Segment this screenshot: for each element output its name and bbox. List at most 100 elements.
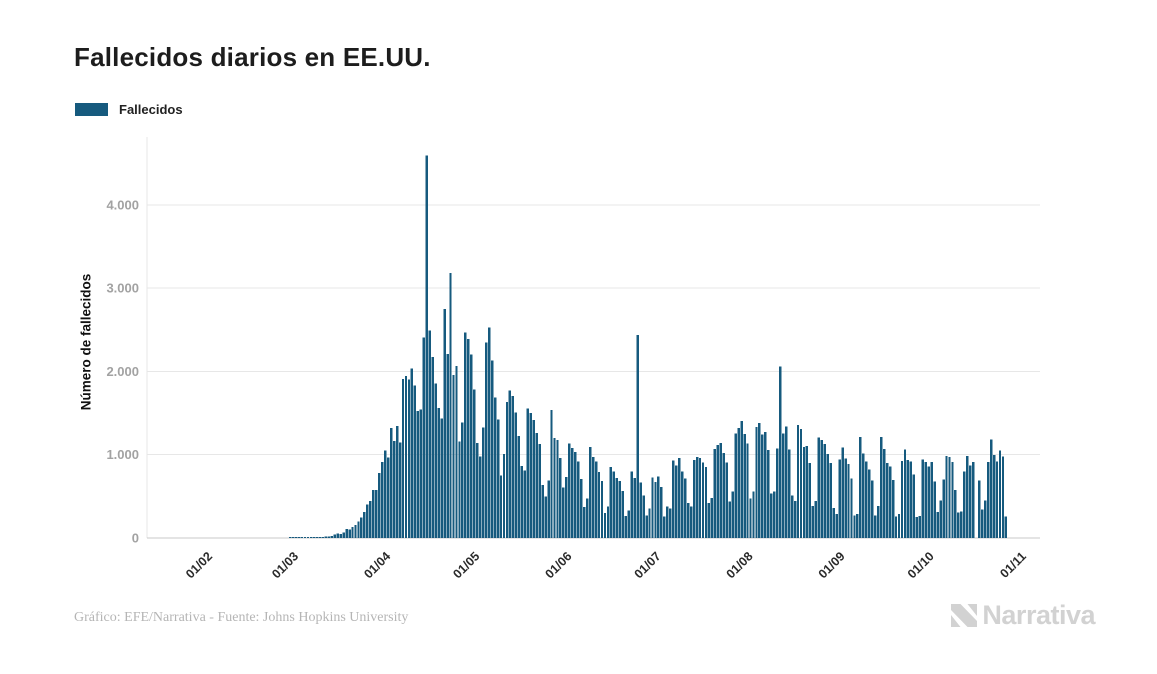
bar[interactable] xyxy=(360,517,363,538)
bar[interactable] xyxy=(734,433,737,538)
bar[interactable] xyxy=(672,460,675,538)
bar[interactable] xyxy=(862,453,865,538)
bar[interactable] xyxy=(719,443,723,538)
bar[interactable] xyxy=(357,521,360,538)
bar[interactable] xyxy=(811,505,815,538)
bar[interactable] xyxy=(871,480,874,538)
bar[interactable] xyxy=(318,537,322,538)
bar[interactable] xyxy=(484,342,488,538)
bar[interactable] xyxy=(413,385,417,538)
bar[interactable] xyxy=(1004,516,1008,538)
bar[interactable] xyxy=(856,514,859,538)
bar[interactable] xyxy=(630,471,633,538)
bar[interactable] xyxy=(327,536,330,539)
bar[interactable] xyxy=(321,537,325,538)
bar[interactable] xyxy=(366,504,369,538)
bar[interactable] xyxy=(342,532,345,538)
bar[interactable] xyxy=(921,459,924,538)
bar[interactable] xyxy=(425,155,428,538)
bar[interactable] xyxy=(324,536,327,538)
bar[interactable] xyxy=(823,443,826,538)
bar[interactable] xyxy=(966,455,969,538)
bar[interactable] xyxy=(461,422,464,538)
bar[interactable] xyxy=(375,490,378,538)
bar[interactable] xyxy=(294,537,298,538)
bar[interactable] xyxy=(796,424,800,538)
bar[interactable] xyxy=(686,503,690,538)
bar[interactable] xyxy=(437,407,440,538)
bar[interactable] xyxy=(713,448,717,538)
bar[interactable] xyxy=(986,461,990,538)
bar[interactable] xyxy=(452,374,455,538)
bar[interactable] xyxy=(826,454,829,538)
bar[interactable] xyxy=(983,500,987,538)
bar[interactable] xyxy=(906,459,910,538)
bar[interactable] xyxy=(951,462,954,538)
bar[interactable] xyxy=(556,440,559,538)
bar[interactable] xyxy=(731,491,734,538)
bar[interactable] xyxy=(303,537,307,538)
bar[interactable] xyxy=(345,528,348,538)
bar[interactable] xyxy=(927,466,930,538)
bar[interactable] xyxy=(544,496,547,538)
bar[interactable] xyxy=(386,457,390,538)
bar[interactable] xyxy=(532,419,535,538)
bar[interactable] xyxy=(933,481,936,538)
bar[interactable] xyxy=(428,330,431,538)
bar[interactable] xyxy=(336,533,339,538)
bar[interactable] xyxy=(882,449,886,538)
bar[interactable] xyxy=(1001,456,1005,538)
bar[interactable] xyxy=(502,454,506,538)
bar[interactable] xyxy=(915,516,919,538)
bar[interactable] xyxy=(585,498,589,538)
bar[interactable] xyxy=(663,516,666,538)
bar[interactable] xyxy=(550,410,553,538)
bar[interactable] xyxy=(392,440,396,538)
bar[interactable] xyxy=(651,477,654,538)
bar[interactable] xyxy=(859,436,862,538)
bar[interactable] xyxy=(574,452,577,538)
bar[interactable] xyxy=(642,495,645,538)
bar[interactable] xyxy=(422,337,426,538)
bar[interactable] xyxy=(609,467,613,538)
bar[interactable] xyxy=(434,383,437,538)
bar[interactable] xyxy=(467,338,470,538)
bar[interactable] xyxy=(710,498,714,538)
bar[interactable] xyxy=(300,537,304,538)
bar[interactable] xyxy=(535,433,538,538)
bar[interactable] xyxy=(972,461,975,538)
bar[interactable] xyxy=(787,449,791,538)
bar[interactable] xyxy=(835,513,838,538)
bar[interactable] xyxy=(538,443,541,538)
bar[interactable] xyxy=(333,534,336,538)
bar[interactable] xyxy=(779,366,782,538)
bar[interactable] xyxy=(312,537,316,538)
bar[interactable] xyxy=(511,395,515,538)
bar[interactable] xyxy=(490,360,494,538)
bar[interactable] xyxy=(597,472,601,538)
bar[interactable] xyxy=(930,462,933,538)
bar[interactable] xyxy=(404,376,408,538)
bar[interactable] xyxy=(909,461,913,538)
bar[interactable] xyxy=(776,448,779,538)
bar[interactable] xyxy=(588,446,592,538)
bar[interactable] xyxy=(764,432,767,538)
bar[interactable] xyxy=(969,465,972,538)
bar[interactable] xyxy=(743,433,746,539)
bar[interactable] xyxy=(829,462,832,538)
bar[interactable] xyxy=(755,427,758,538)
bar[interactable] xyxy=(594,461,598,538)
bar[interactable] xyxy=(749,498,752,538)
bar[interactable] xyxy=(802,447,806,538)
bar[interactable] xyxy=(526,408,529,538)
bar[interactable] xyxy=(704,466,708,538)
bar[interactable] xyxy=(618,481,622,538)
bar[interactable] xyxy=(553,438,556,538)
bar[interactable] xyxy=(520,465,524,538)
bar[interactable] xyxy=(505,402,509,538)
bar[interactable] xyxy=(692,460,696,538)
bar[interactable] xyxy=(624,515,627,538)
bar[interactable] xyxy=(707,503,711,538)
bar[interactable] xyxy=(309,537,313,538)
bar[interactable] xyxy=(395,426,399,538)
